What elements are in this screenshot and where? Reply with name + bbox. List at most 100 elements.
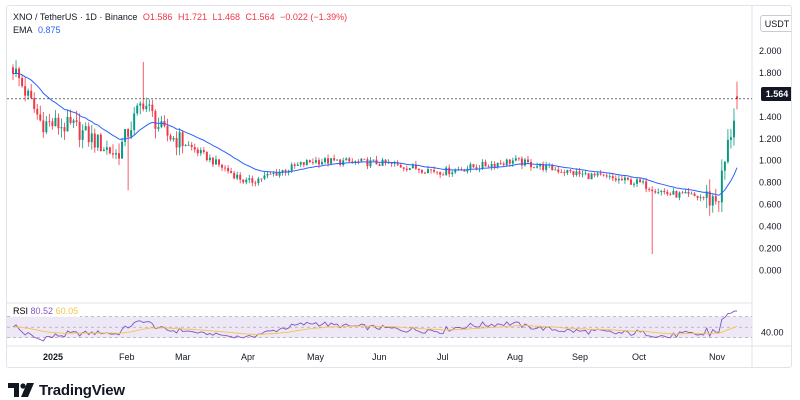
tradingview-logo[interactable]: TradingView [8,381,125,399]
candle-body [711,196,714,206]
chart-frame[interactable]: 2.000 1.800 1.400 1.200 1.000 0.800 0.600 0.400… [6,5,792,368]
candle-body [111,153,114,155]
candle-body [333,158,336,161]
candle-body [575,171,578,175]
candle-body [42,120,45,133]
candle-body [651,189,654,192]
candle-body [130,130,133,137]
candle-body [729,137,732,140]
time-axis-label: 2025 [43,352,63,362]
candle-body [72,120,75,123]
candle-body [496,163,499,167]
currency-unit-button[interactable]: USDT [760,15,791,32]
candle-body [472,164,475,168]
candle-body [551,164,554,171]
candle-body [115,153,117,155]
candle-body [639,179,642,183]
candle-body [545,164,548,170]
candle-body [260,178,263,180]
candle-body [105,147,108,150]
candle-body [451,172,454,175]
ema-label[interactable]: EMA [13,25,33,35]
candle-body [705,191,708,198]
candle-body [66,116,69,132]
candle-body [660,190,663,192]
candle-body [118,153,121,159]
candle-body [54,117,57,127]
candles-group [12,60,738,255]
time-axis-label: Oct [632,352,647,362]
candle-body [305,160,308,165]
candle-body [442,174,445,176]
candle-body [166,125,169,136]
candle-body [208,157,211,161]
candle-body [348,158,351,162]
candle-body [430,169,433,171]
close-value: C1.564 [245,12,275,22]
candle-body [221,164,224,168]
change-value: −0.022 (−1.39%) [280,12,348,22]
candle-body [590,173,593,180]
candle-body [311,162,314,163]
candle-body [696,195,699,198]
candle-body [263,175,266,179]
candle-body [505,159,508,165]
candle-body [463,170,466,172]
candle-body [684,191,687,194]
candle-body [445,167,448,175]
candle-body [602,174,605,176]
candle-body [690,193,693,195]
candle-body [275,173,278,176]
candle-body [514,158,517,161]
candle-body [578,171,581,175]
candle-body [24,86,27,96]
tradingview-brand: TradingView [39,381,125,399]
candle-body [181,132,184,147]
candle-body [723,161,726,171]
candle-body [239,174,242,180]
candle-body [481,161,484,169]
candle-body [587,173,590,180]
candle-body [708,191,711,206]
ema-legend: EMA 0.875 [13,25,64,36]
candle-body [245,179,248,183]
rsi-label[interactable]: RSI [13,306,29,316]
candle-body [611,176,614,179]
candle-body [142,103,145,110]
candle-body [539,163,542,167]
candle-body [193,147,196,150]
candle-body [148,104,151,106]
symbol-title[interactable]: XNO / TetherUS · 1D · Binance [13,12,138,22]
candle-body [584,173,587,175]
candle-body [63,127,66,132]
candle-body [75,120,78,122]
candle-body [490,163,493,167]
candle-body [581,173,584,175]
candle-body [218,159,220,165]
candle-body [266,173,269,176]
candle-body [151,104,154,112]
candle-body [317,160,320,165]
candle-body [93,133,96,148]
symbol-legend: XNO / TetherUS · 1D · Binance O1.586 H1.… [13,12,350,23]
time-axis-label: Aug [507,352,523,362]
candle-body [626,177,629,180]
candle-body [633,183,635,185]
candle-body [363,158,366,160]
candle-body [230,171,233,173]
candle-body [542,163,545,170]
candle-body [526,159,529,162]
time-axis-label: Sep [572,352,588,362]
candle-body [45,121,48,133]
chart-plot[interactable]: 2.000 1.800 1.400 1.200 1.000 0.800 0.600 0.400… [7,6,792,368]
candle-body [342,160,345,165]
rsi-value: 80.52 [30,306,54,316]
candle-body [454,169,457,173]
candle-body [202,150,205,152]
price-axis-tick: 1.200 [759,134,782,144]
candle-body [381,159,384,166]
candle-body [663,190,666,192]
candle-body [372,159,375,161]
candle-body [554,169,557,171]
candle-body [308,160,311,163]
